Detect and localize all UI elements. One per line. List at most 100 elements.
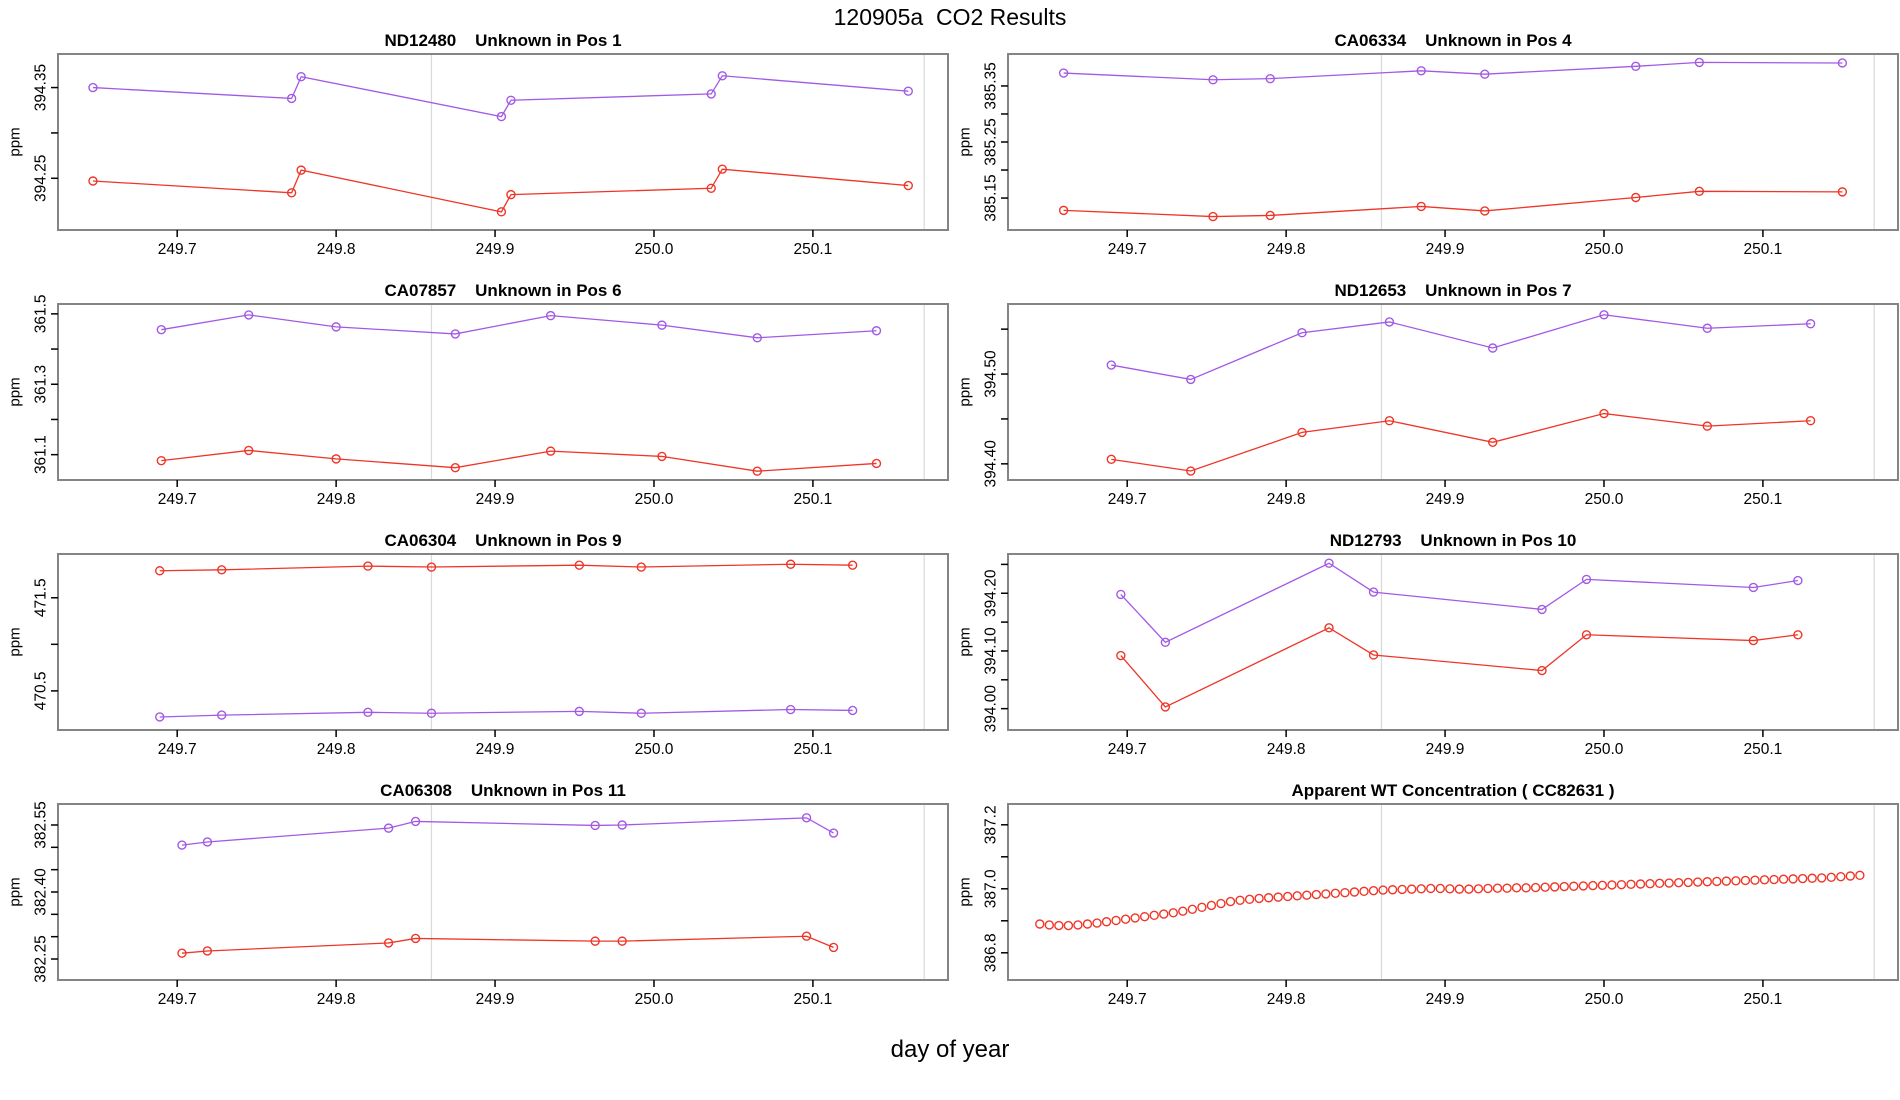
x-tick-label: 250.0 <box>1585 241 1624 258</box>
series-line <box>1120 562 1798 644</box>
data-point <box>244 310 254 320</box>
data-point <box>1645 878 1655 889</box>
data-point <box>706 89 716 99</box>
data-point <box>801 813 812 823</box>
plot-wt-cc82631: Apparent WT Concentration ( CC82631 ) ppm… <box>950 780 1900 1030</box>
x-tick-label: 250.0 <box>1585 991 1624 1008</box>
data-point <box>1311 889 1322 900</box>
data-point <box>903 86 913 96</box>
data-point <box>1748 582 1759 593</box>
data-point <box>1406 884 1417 894</box>
data-point <box>1435 883 1445 894</box>
x-tick-label: 249.7 <box>1108 991 1147 1008</box>
x-tick-label: 249.8 <box>1267 241 1306 258</box>
data-point <box>617 936 627 946</box>
series-upper-purple <box>177 813 839 850</box>
data-point <box>1416 66 1426 76</box>
y-tick-label: 394.40 <box>982 440 999 488</box>
data-point <box>1599 310 1609 320</box>
x-tick-label: 249.9 <box>476 491 515 508</box>
data-point <box>1273 892 1283 902</box>
data-point <box>202 837 213 847</box>
data-point <box>1416 884 1426 894</box>
data-point <box>1616 879 1627 890</box>
data-point <box>286 188 297 198</box>
data-point <box>1569 881 1579 891</box>
y-axis-label: ppm <box>956 377 973 406</box>
data-point <box>1044 920 1055 930</box>
x-tick-label: 249.7 <box>158 241 197 258</box>
series-lower-red <box>1116 623 1803 712</box>
series-line <box>161 449 877 472</box>
data-point <box>1759 875 1770 885</box>
data-point <box>1750 875 1760 885</box>
data-point <box>1445 884 1455 894</box>
x-tick-label: 250.1 <box>794 241 833 258</box>
x-tick-label: 250.0 <box>635 991 674 1008</box>
plot-canvas-nd12480: ND12480 Unknown in Pos 1 ppm 394.25 394.35 2… <box>6 31 949 258</box>
data-point <box>426 708 437 718</box>
data-point <box>1063 920 1074 931</box>
data-point <box>1035 919 1045 929</box>
data-point <box>244 445 254 456</box>
data-point <box>1488 343 1498 353</box>
figure-title: 120905a CO2 Results <box>833 4 1067 30</box>
data-point <box>1106 360 1117 370</box>
data-point <box>590 936 600 946</box>
x-tick-label: 249.7 <box>1108 491 1147 508</box>
data-point <box>1664 878 1674 888</box>
data-point <box>1778 874 1789 884</box>
data-point <box>1244 894 1255 905</box>
data-point <box>1740 875 1751 886</box>
x-tick-label: 250.0 <box>635 741 674 758</box>
data-point <box>1694 186 1705 197</box>
series-lower-red <box>88 164 913 217</box>
series-upper-purple <box>1058 57 1848 85</box>
data-point <box>1480 206 1490 216</box>
data-point <box>1116 589 1126 600</box>
data-point <box>331 454 341 464</box>
series-upper-purple <box>1116 558 1803 647</box>
plot-title: ND12653 Unknown in Pos 7 <box>1334 281 1571 300</box>
data-point <box>545 446 556 456</box>
data-point <box>216 565 227 575</box>
data-point <box>1321 889 1331 899</box>
data-point <box>177 840 187 850</box>
data-point <box>177 948 187 958</box>
data-point <box>1297 328 1307 338</box>
data-point <box>1340 887 1350 898</box>
data-point <box>1368 886 1379 896</box>
plot-area <box>1008 304 1898 480</box>
data-point <box>1817 873 1827 883</box>
data-point <box>1588 880 1598 891</box>
data-point <box>296 71 306 82</box>
data-point <box>1324 558 1334 568</box>
series-line <box>161 314 877 339</box>
data-point <box>1283 891 1293 902</box>
data-point <box>1073 920 1083 930</box>
data-point <box>1673 878 1684 888</box>
series-line <box>159 708 853 718</box>
data-point <box>1368 650 1379 660</box>
data-point <box>1208 211 1218 222</box>
y-tick-label: 470.5 <box>32 671 49 710</box>
plot-canvas-ca06304: CA06304 Unknown in Pos 9 ppm 470.5 471.5 249… <box>6 531 949 758</box>
x-tick-label: 249.8 <box>1267 491 1306 508</box>
x-tick-label: 249.9 <box>476 991 515 1008</box>
plots-grid: ND12480 Unknown in Pos 1 ppm 394.25 394.35 2… <box>0 30 1900 1030</box>
data-point <box>1139 911 1150 922</box>
data-point <box>331 322 341 332</box>
data-point <box>383 823 394 833</box>
data-point <box>88 176 98 186</box>
data-point <box>1263 893 1274 903</box>
data-point <box>1265 210 1275 221</box>
data-point <box>1793 575 1803 586</box>
data-point <box>636 562 646 572</box>
data-point <box>1581 630 1592 640</box>
data-point <box>155 712 165 722</box>
y-axis-label: ppm <box>6 627 23 656</box>
plot-canvas-nd12793: ND12793 Unknown in Pos 10 ppm 394.00 394.10… <box>956 531 1899 758</box>
series-upper-purple <box>156 310 882 343</box>
data-point <box>1330 888 1341 898</box>
